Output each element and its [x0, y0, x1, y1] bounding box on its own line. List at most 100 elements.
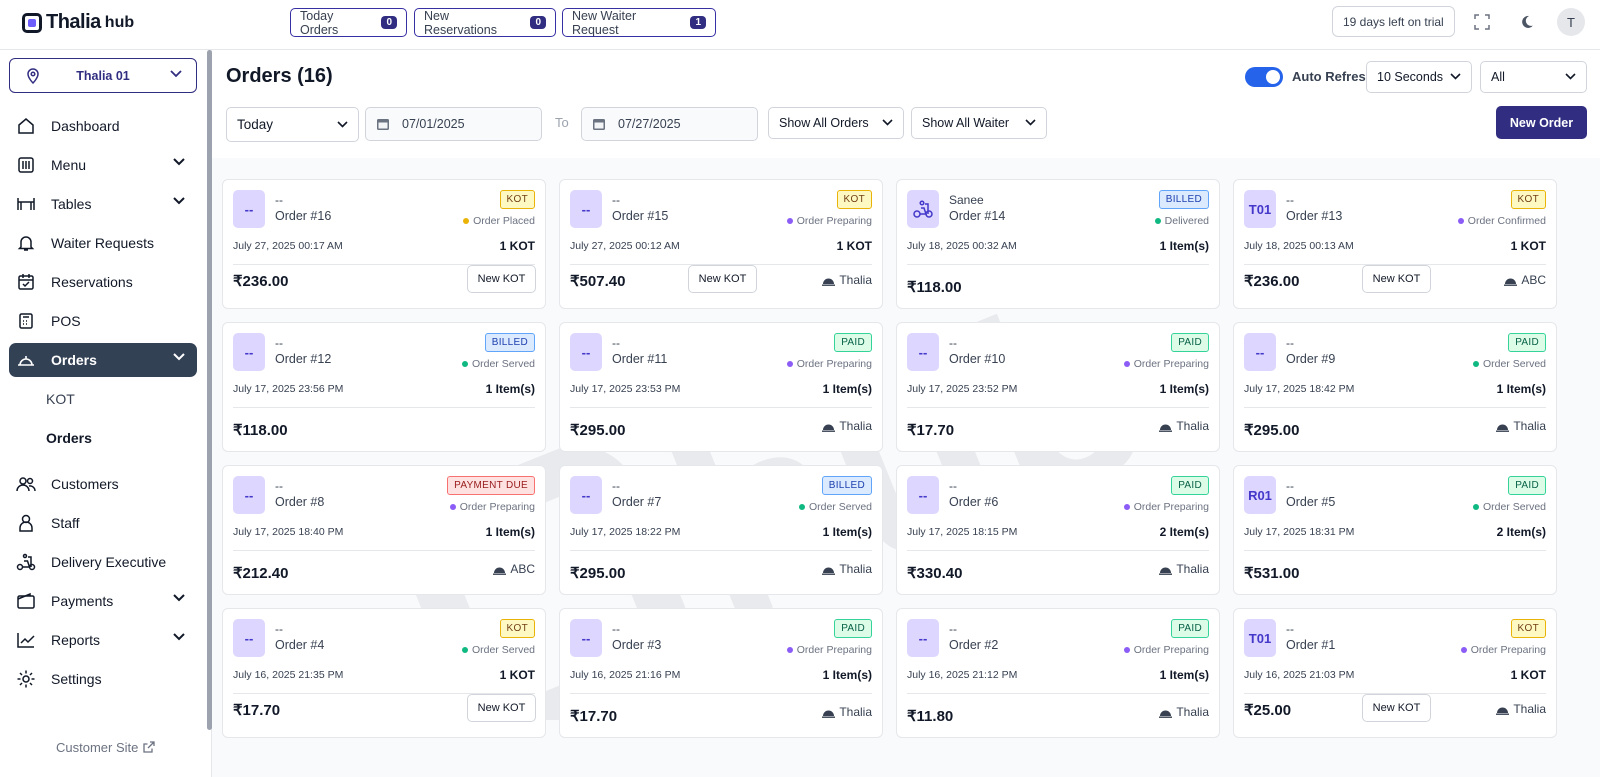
sidebar-subitem-kot[interactable]: KOT [46, 391, 75, 407]
chevron-down-icon [173, 197, 185, 205]
order-date: July 16, 2025 21:35 PM [233, 669, 344, 681]
date-range-to-label: To [555, 115, 569, 130]
table-badge: -- [233, 476, 265, 514]
sidebar-item-waiter-requests[interactable]: Waiter Requests [9, 226, 197, 260]
chevron-down-icon [170, 70, 182, 78]
status-dot [461, 361, 468, 367]
sidebar-item-customers[interactable]: Customers [9, 467, 197, 501]
status-label: Order Served [1482, 358, 1546, 370]
new-kot-button[interactable]: New KOT [688, 265, 757, 293]
avatar[interactable]: T [1557, 8, 1585, 36]
waiter-name: Thalia [1176, 705, 1209, 719]
sidebar-item-staff[interactable]: Staff [9, 506, 197, 540]
status-label: Order Placed [473, 215, 535, 227]
new-kot-button[interactable]: New KOT [467, 265, 536, 293]
logo[interactable]: Thalia hub [22, 11, 134, 34]
new-kot-button[interactable]: New KOT [1362, 694, 1431, 722]
order-card[interactable]: -- -- Order #9 PAID Order Served July 17, 202… [1233, 322, 1557, 452]
order-amount: ₹531.00 [1244, 565, 1300, 582]
new-reservations-count: 0 [530, 16, 546, 29]
customer-name: -- [275, 479, 283, 493]
order-card[interactable]: -- -- Order #3 PAID Order Preparing July 16, … [559, 608, 883, 738]
sidebar-item-dashboard[interactable]: Dashboard [9, 109, 197, 143]
cloche-icon [15, 349, 37, 371]
sidebar-item-reports[interactable]: Reports [9, 623, 197, 657]
waiter-name: Thalia [839, 562, 872, 576]
date-to-input[interactable]: 07/27/2025 [581, 107, 758, 141]
new-order-button[interactable]: New Order [1496, 106, 1587, 139]
order-card[interactable]: -- -- Order #2 PAID Order Preparing July 16, … [896, 608, 1220, 738]
order-card[interactable]: -- -- Order #7 BILLED Order Served July 17, 2… [559, 465, 883, 595]
sidebar-item-menu[interactable]: Menu [9, 148, 197, 182]
order-date: July 16, 2025 21:03 PM [1244, 669, 1355, 681]
waiter-icon [822, 567, 836, 575]
today-orders-button[interactable]: Today Orders 0 [290, 8, 407, 37]
order-card[interactable]: -- -- Order #15 KOT Order Preparing July 27, … [559, 179, 883, 309]
waiter-name: ABC [510, 562, 535, 576]
waiter-icon [1496, 424, 1510, 432]
fullscreen-icon[interactable] [1472, 12, 1492, 32]
new-kot-button[interactable]: New KOT [1362, 265, 1431, 293]
order-card[interactable]: R01 -- Order #5 PAID Order Served July 17, 20… [1233, 465, 1557, 595]
order-card[interactable]: Sanee Order #14 BILLED Delivered July 18, 20… [896, 179, 1220, 309]
order-date: July 17, 2025 18:31 PM [1244, 526, 1355, 538]
order-date: July 16, 2025 21:16 PM [570, 669, 681, 681]
customer-name: -- [275, 193, 283, 207]
order-badge: BILLED [1158, 190, 1209, 209]
order-amount: ₹330.40 [907, 565, 963, 582]
sidebar-item-label: Customers [51, 476, 119, 492]
refresh-interval-select[interactable]: 10 Seconds [1366, 61, 1472, 93]
new-reservations-button[interactable]: New Reservations 0 [414, 8, 556, 37]
waiter-icon [1159, 567, 1173, 575]
chevron-down-icon [173, 158, 185, 166]
waiter-icon [822, 278, 836, 286]
order-card[interactable]: -- -- Order #12 BILLED Order Served July 17, … [222, 322, 546, 452]
sidebar-item-payments[interactable]: Payments [9, 584, 197, 618]
scooter-icon [15, 551, 37, 573]
delivery-icon [907, 190, 939, 228]
sidebar-item-tables[interactable]: Tables [9, 187, 197, 221]
status-dot [786, 647, 793, 653]
waiter-info: Thalia [822, 705, 872, 719]
period-select[interactable]: Today [226, 107, 359, 142]
order-date: July 17, 2025 23:53 PM [570, 383, 681, 395]
sidebar-item-label: Staff [51, 515, 80, 531]
order-card[interactable]: -- -- Order #10 PAID Order Preparing July 17,… [896, 322, 1220, 452]
dark-mode-icon[interactable] [1517, 12, 1537, 32]
customer-site-link[interactable]: Customer Site [56, 740, 156, 755]
sidebar-item-label: Reservations [51, 274, 133, 290]
order-card[interactable]: -- -- Order #16 KOT Order Placed July 27, 202… [222, 179, 546, 309]
order-card[interactable]: T01 -- Order #1 KOT Order Preparing July 16, … [1233, 608, 1557, 738]
trial-badge[interactable]: 19 days left on trial [1332, 6, 1455, 37]
card-divider [570, 407, 872, 408]
order-card[interactable]: -- -- Order #6 PAID Order Preparing July 17, … [896, 465, 1220, 595]
waiter-filter-select[interactable]: Show All Waiter [911, 107, 1047, 139]
sidebar-item-label: Tables [51, 196, 92, 212]
sidebar-item-pos[interactable]: POS [9, 304, 197, 338]
auto-refresh-toggle[interactable] [1245, 67, 1283, 87]
new-kot-button[interactable]: New KOT [467, 694, 536, 722]
order-items: 1 Item(s) [822, 525, 872, 539]
date-from-input[interactable]: 07/01/2025 [365, 107, 542, 141]
new-waiter-request-button[interactable]: New Waiter Request 1 [562, 8, 716, 37]
sidebar-item-settings[interactable]: Settings [9, 662, 197, 696]
waiter-name: Thalia [1513, 419, 1546, 433]
order-items: 1 Item(s) [1159, 239, 1209, 253]
chevron-down-icon [1450, 73, 1461, 80]
sidebar-scrollbar[interactable] [207, 50, 212, 730]
table-badge: -- [570, 476, 602, 514]
sidebar-item-orders[interactable]: Orders [9, 343, 197, 377]
waiter-name: Thalia [839, 273, 872, 287]
order-card[interactable]: -- -- Order #8 PAYMENT DUE Order Preparing Ju… [222, 465, 546, 595]
sidebar-item-delivery-executive[interactable]: Delivery Executive [9, 545, 197, 579]
order-card[interactable]: T01 -- Order #13 KOT Order Confirmed July 18,… [1233, 179, 1557, 309]
order-filter-select[interactable]: Show All Orders [768, 107, 904, 139]
card-divider [233, 693, 535, 694]
sidebar-item-reservations[interactable]: Reservations [9, 265, 197, 299]
order-amount: ₹295.00 [1244, 422, 1300, 439]
filter-all-select[interactable]: All [1480, 61, 1587, 93]
sidebar-subitem-orders[interactable]: Orders [46, 430, 92, 446]
branch-selector[interactable]: Thalia 01 [9, 58, 197, 93]
order-card[interactable]: -- -- Order #11 PAID Order Preparing July 17,… [559, 322, 883, 452]
order-card[interactable]: -- -- Order #4 KOT Order Served July 16, 2025… [222, 608, 546, 738]
